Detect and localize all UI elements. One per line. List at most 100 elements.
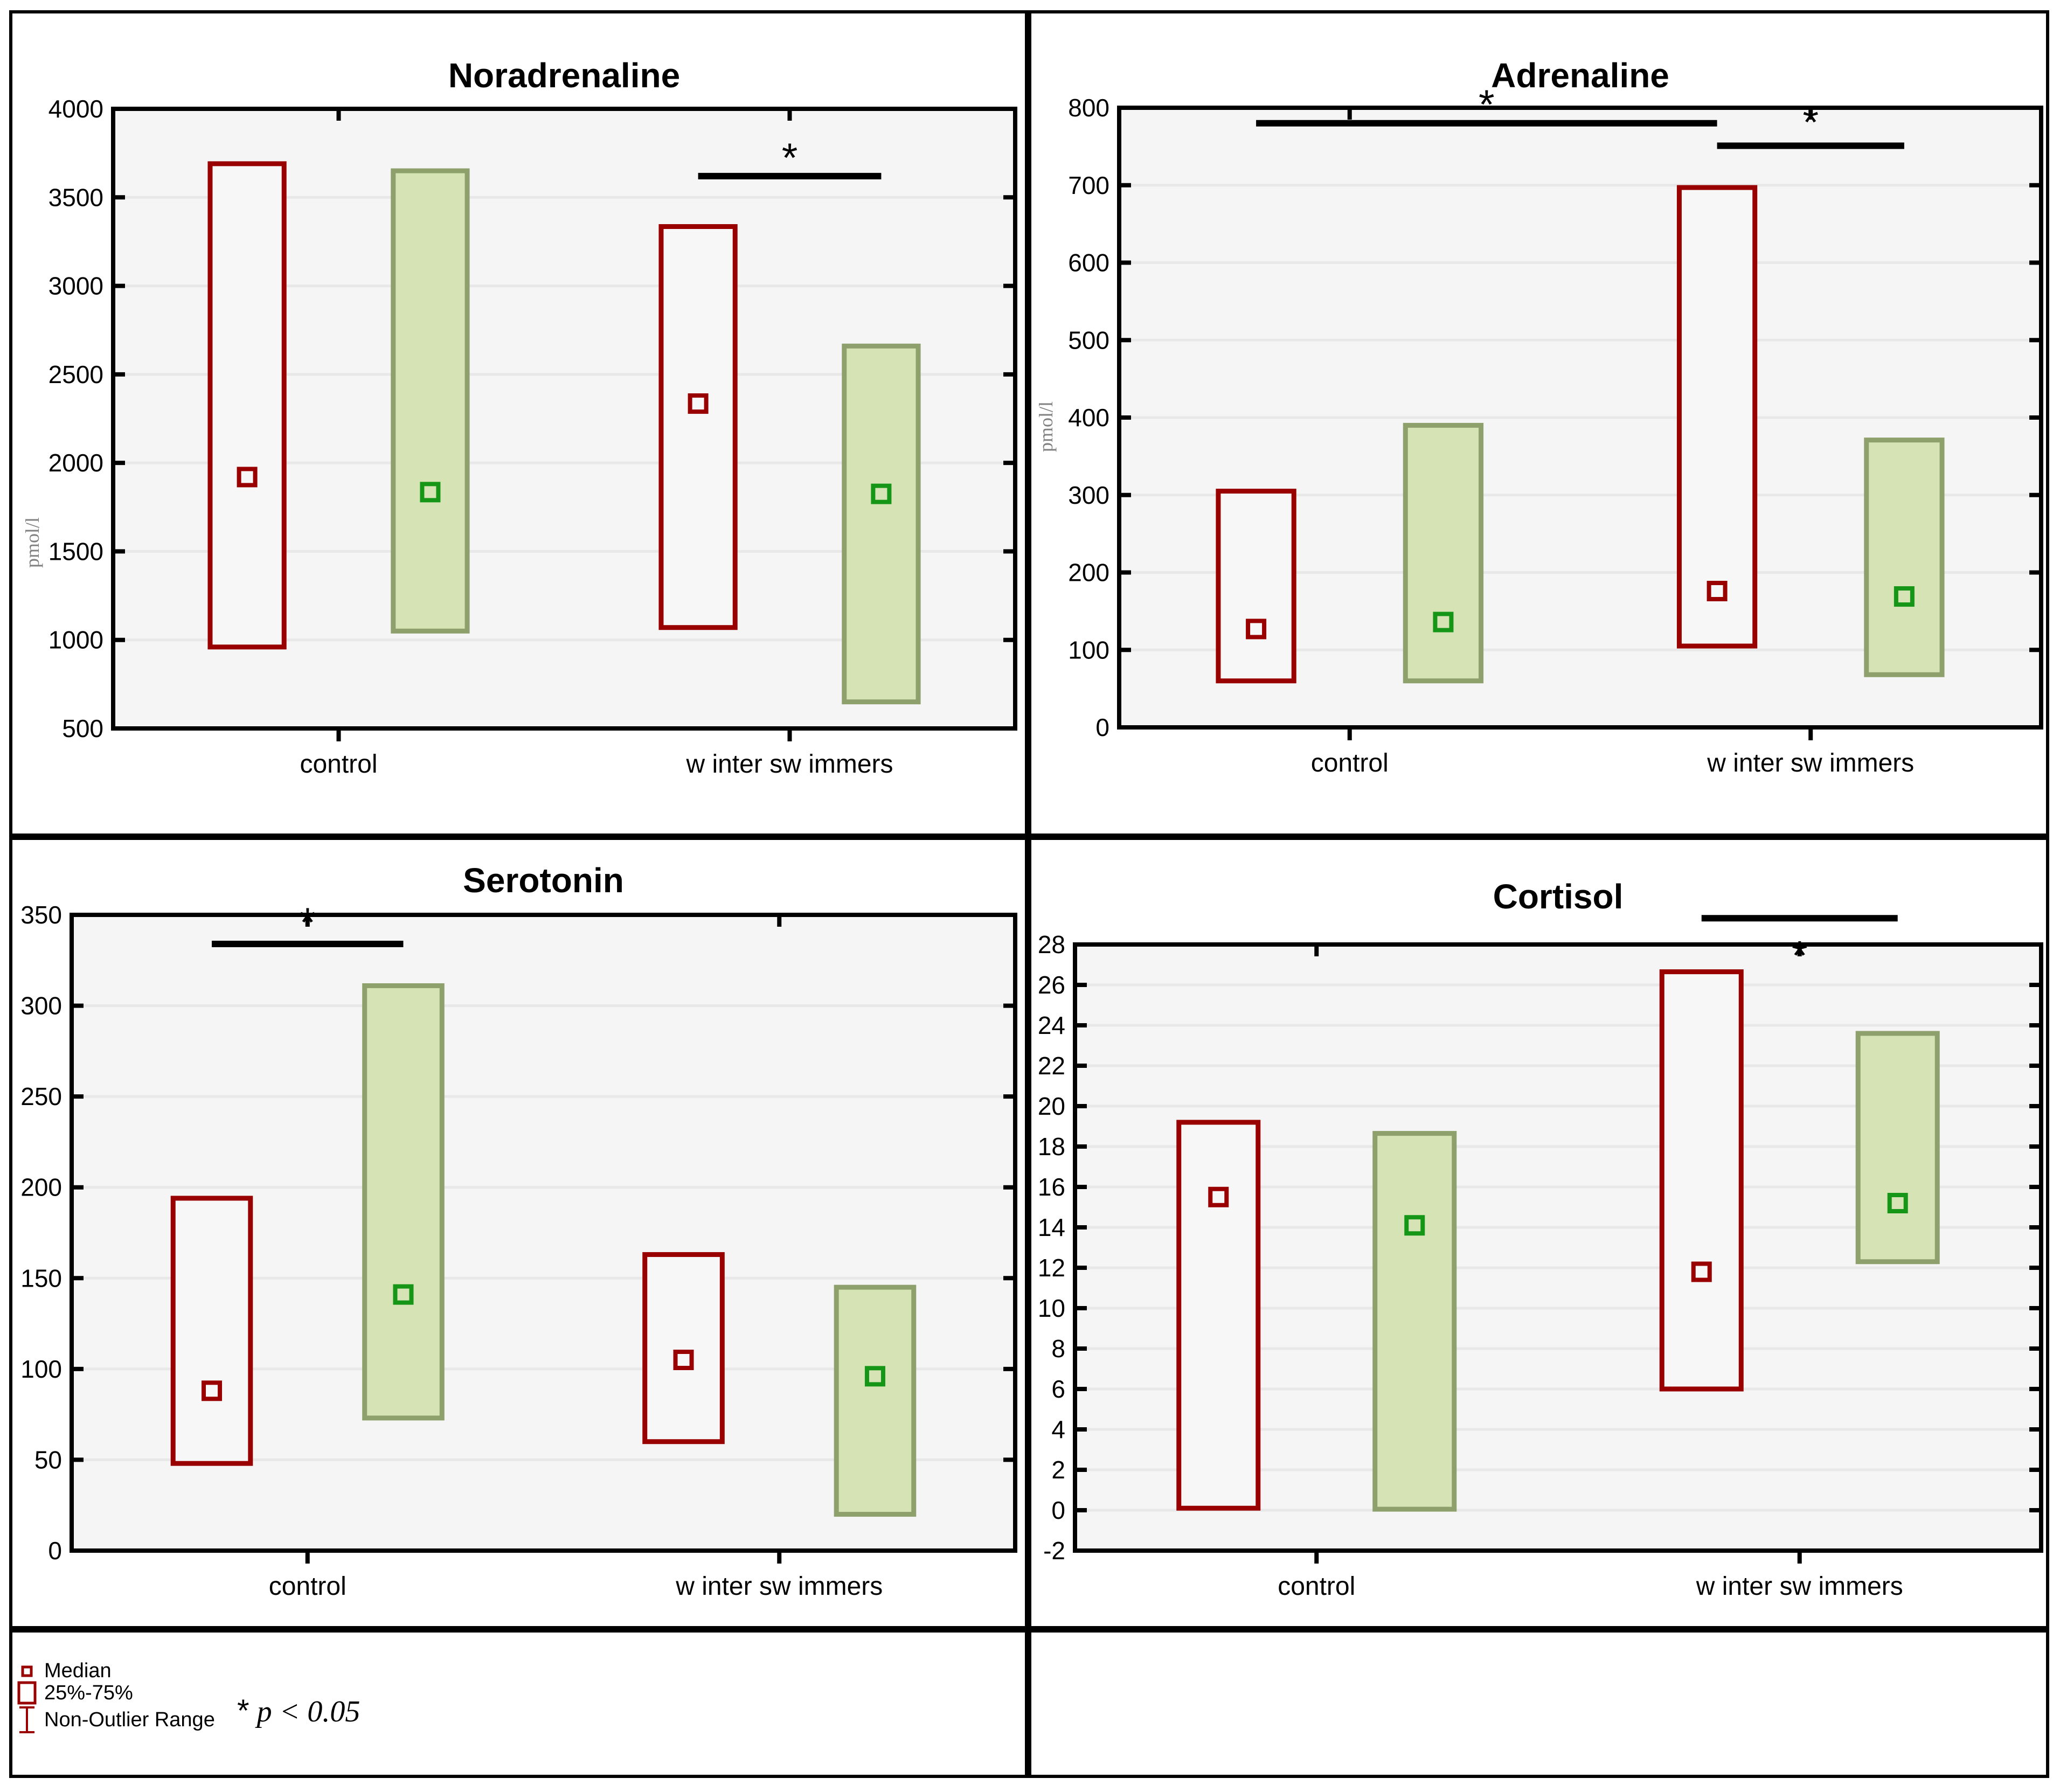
box-25-75-green bbox=[1864, 437, 1945, 677]
box-25-75-red bbox=[1176, 1120, 1261, 1511]
axis-tick-label: 12 bbox=[1038, 1254, 1065, 1282]
y-axis-unit-label: pmol/l bbox=[1035, 401, 1057, 452]
axis-tick-label: 400 bbox=[1068, 404, 1109, 432]
category-label: control bbox=[300, 750, 377, 779]
axis-tick-label: 800 bbox=[1068, 94, 1109, 122]
legend-item-25-75: 25%-75% bbox=[15, 1681, 133, 1705]
axis-tick-label: 18 bbox=[1038, 1133, 1065, 1161]
row-divider-top bbox=[9, 834, 2049, 840]
box-25-75-green bbox=[1855, 1031, 1940, 1265]
median-square-icon bbox=[21, 1665, 33, 1677]
category-label: w inter sw immers bbox=[1707, 749, 1914, 777]
category-label: control bbox=[1278, 1572, 1355, 1601]
axis-tick-label: 1000 bbox=[48, 626, 103, 654]
legend-item-median: Median bbox=[15, 1659, 112, 1683]
median-marker-green bbox=[420, 482, 441, 503]
median-marker-red bbox=[1707, 581, 1728, 601]
box-25-75-red bbox=[1216, 489, 1296, 684]
box-25-75-red bbox=[658, 224, 738, 630]
axis-tick-label: 0 bbox=[48, 1537, 62, 1565]
axis-tick-label: 500 bbox=[1068, 326, 1109, 354]
box-25-75-red bbox=[1659, 969, 1744, 1392]
category-label: w inter sw immers bbox=[1696, 1572, 1903, 1601]
axis-tick-label: 16 bbox=[1038, 1173, 1065, 1201]
axis-tick-label: 3500 bbox=[48, 183, 103, 211]
median-marker-green bbox=[871, 483, 892, 504]
median-marker-red bbox=[202, 1380, 223, 1401]
row-divider-legend bbox=[9, 1626, 2049, 1633]
legend-item-label: Median bbox=[44, 1659, 112, 1682]
category-label: control bbox=[1311, 749, 1389, 777]
axis-tick-label: 100 bbox=[20, 1355, 62, 1383]
box-25-75-icon bbox=[17, 1681, 37, 1705]
box-25-75-red bbox=[642, 1252, 725, 1444]
axis-tick-label: 10 bbox=[1038, 1294, 1065, 1322]
median-marker-green bbox=[1887, 1193, 1908, 1213]
axis-tick-label: 3000 bbox=[48, 272, 103, 300]
median-marker-red bbox=[673, 1350, 694, 1370]
axis-tick-label: 2 bbox=[1051, 1456, 1065, 1484]
axis-tick-label: 8 bbox=[1051, 1335, 1065, 1363]
axis-tick-label: 100 bbox=[1068, 636, 1109, 664]
axis-tick-label: 300 bbox=[1068, 481, 1109, 509]
axis-tick-label: 600 bbox=[1068, 249, 1109, 277]
median-marker-green bbox=[1433, 612, 1454, 633]
median-marker-red bbox=[1208, 1186, 1229, 1207]
axis-tick-label: 700 bbox=[1068, 171, 1109, 199]
legend-cell-right bbox=[1028, 1629, 2048, 1776]
median-marker-green bbox=[864, 1366, 885, 1387]
chart-title: Serotonin bbox=[463, 861, 624, 900]
axis-tick-label: 0 bbox=[1051, 1496, 1065, 1524]
significance-asterisk: * bbox=[1792, 933, 1808, 978]
plot-border bbox=[111, 107, 1017, 731]
category-label: w inter sw immers bbox=[685, 750, 893, 779]
legend: Median 25%-75% Non-Outlier Range * p < 0… bbox=[11, 1629, 1028, 1776]
whisker-ibeam-icon bbox=[19, 1706, 34, 1733]
axis-tick-label: 500 bbox=[62, 714, 103, 742]
median-marker-green bbox=[393, 1284, 414, 1305]
plot-border bbox=[70, 913, 1017, 1553]
chart-adrenaline: 0 100 200 300 400 500 600 700 800 control w inter … bbox=[1035, 56, 2043, 777]
box-25-75-red bbox=[170, 1196, 253, 1466]
axis-tick-label: 28 bbox=[1038, 930, 1065, 958]
box-25-75-green bbox=[391, 168, 470, 634]
significance-note: * p < 0.05 bbox=[237, 1693, 360, 1729]
axis-tick-label: 2000 bbox=[48, 449, 103, 477]
axis-tick-label: 350 bbox=[20, 901, 62, 929]
axis-tick-label: 200 bbox=[1068, 559, 1109, 587]
significance-asterisk: * bbox=[782, 135, 798, 181]
axis-tick-label: 2500 bbox=[48, 360, 103, 388]
axis-tick-label: 50 bbox=[34, 1446, 62, 1474]
axis-tick-label: 24 bbox=[1038, 1011, 1065, 1039]
median-marker-red bbox=[688, 393, 709, 414]
axis-tick-label: 14 bbox=[1038, 1213, 1065, 1241]
box-25-75-green bbox=[362, 983, 445, 1421]
y-axis-unit-label: pmol/l bbox=[22, 517, 43, 568]
chart-title: Cortisol bbox=[1493, 877, 1624, 916]
axis-tick-label: 150 bbox=[20, 1264, 62, 1292]
axis-tick-label: 6 bbox=[1051, 1375, 1065, 1403]
axis-tick-label: 300 bbox=[20, 992, 62, 1020]
legend-item-non-outlier: Non-Outlier Range bbox=[15, 1705, 215, 1735]
box-25-75-red bbox=[207, 161, 287, 650]
box-25-75-green bbox=[1372, 1131, 1457, 1512]
chart-title: Noradrenaline bbox=[448, 56, 680, 95]
significance-threshold-text: p < 0.05 bbox=[256, 1695, 360, 1728]
box-25-75-green bbox=[834, 1284, 917, 1517]
axis-tick-label: 26 bbox=[1038, 971, 1065, 999]
box-25-75-green bbox=[1403, 422, 1484, 684]
median-marker-red bbox=[237, 467, 258, 488]
legend-item-label: Non-Outlier Range bbox=[44, 1708, 215, 1731]
category-label: w inter sw immers bbox=[675, 1572, 883, 1601]
box-25-75-green bbox=[842, 343, 921, 705]
plot-border bbox=[1073, 942, 2043, 1553]
chart-title: Adrenaline bbox=[1491, 56, 1669, 95]
chart-noradrenaline: 500 1000 1500 2000 2500 3000 3500 4000 control w … bbox=[22, 56, 1017, 779]
significance-asterisk: * bbox=[1479, 82, 1495, 128]
significance-asterisk: * bbox=[1802, 100, 1819, 145]
legend-item-label: 25%-75% bbox=[44, 1681, 133, 1704]
significance-asterisk: * bbox=[300, 900, 316, 946]
axis-tick-label: 20 bbox=[1038, 1092, 1065, 1120]
axis-tick-label: -2 bbox=[1043, 1537, 1065, 1565]
